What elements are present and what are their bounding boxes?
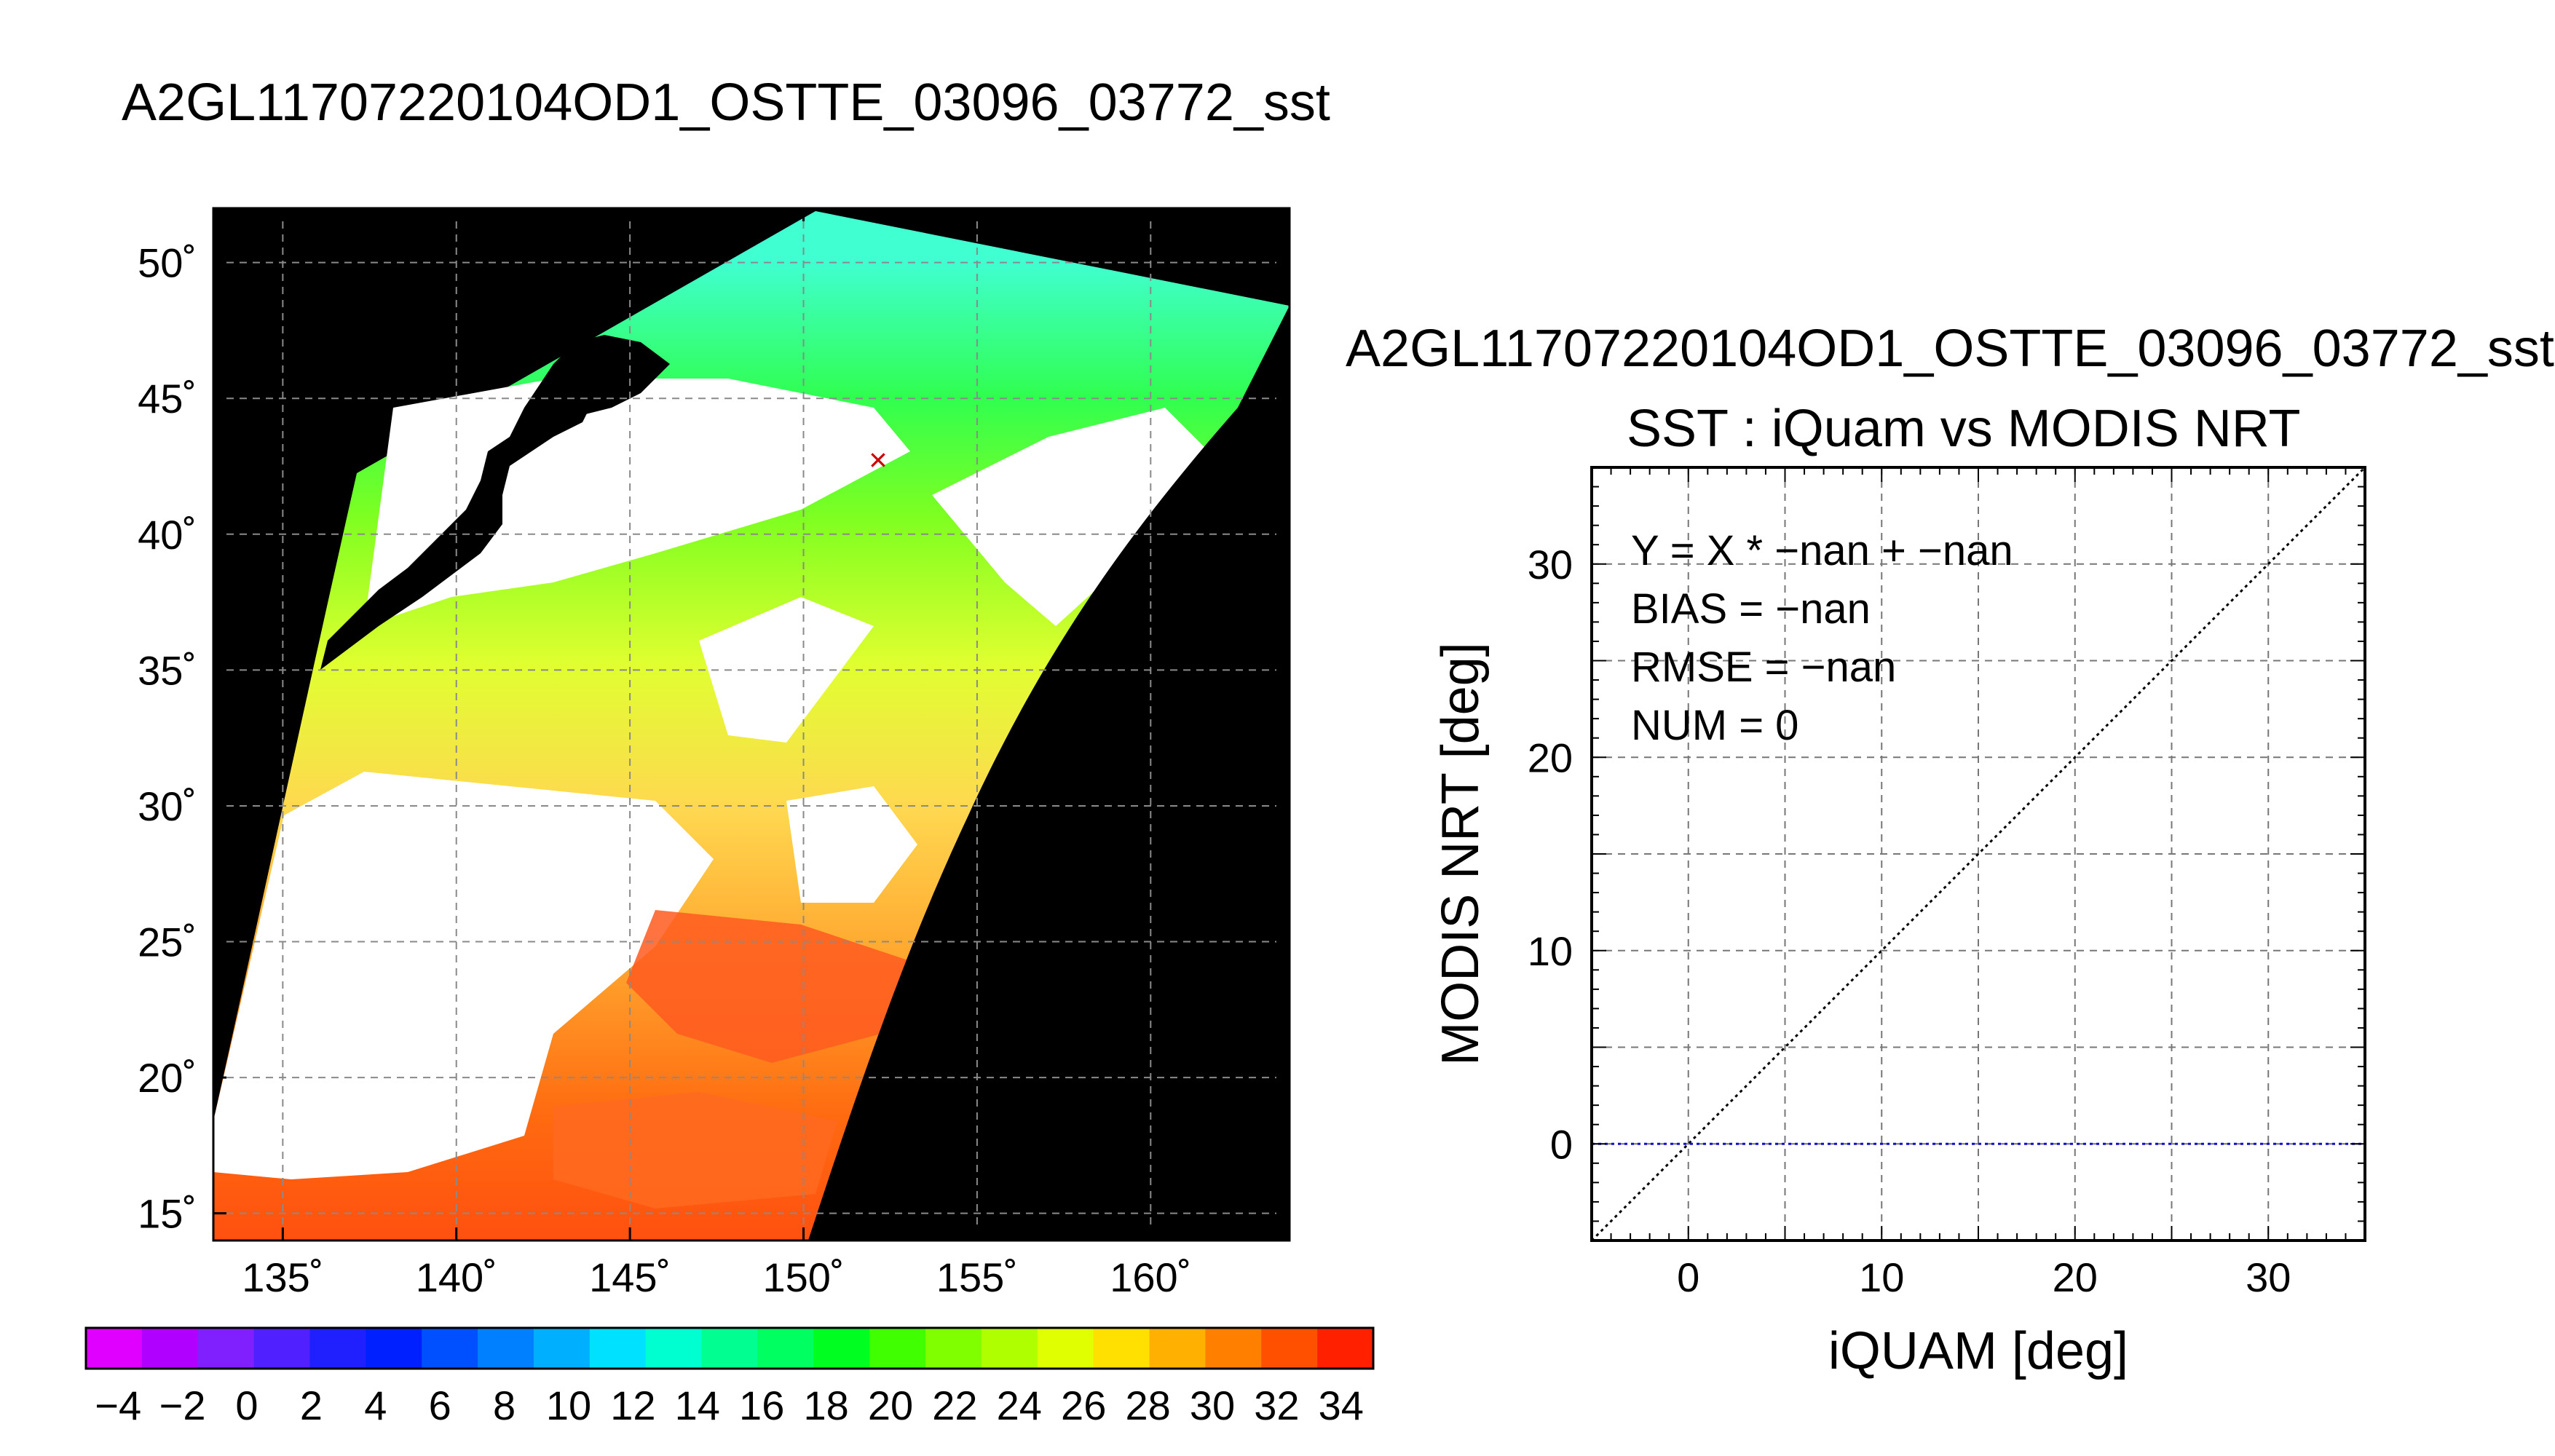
warm-band-far-south xyxy=(553,1092,837,1208)
scatter-y-axis-label: MODIS NRT [deg] xyxy=(1431,642,1490,1066)
scatter-x-tick-label: 10 xyxy=(1859,1254,1904,1300)
scatter-plot-title: A2GL11707220104OD1_OSTTE_03096_03772_sst xyxy=(1346,320,2554,378)
swath-cloud-mask-south-east xyxy=(786,786,917,903)
map-y-tick-label: 40˚ xyxy=(138,512,197,558)
map-x-tick-label: 160˚ xyxy=(1110,1254,1191,1300)
colorbar-cell xyxy=(1149,1328,1206,1369)
scatter-stat-line: Y = X * −nan + −nan xyxy=(1631,527,2013,574)
swath-cloud-mask-central xyxy=(699,597,874,743)
scatter-stat-line: NUM = 0 xyxy=(1631,702,1798,749)
colorbar-label: 12 xyxy=(610,1382,655,1428)
map-x-tick-label: 155˚ xyxy=(936,1254,1018,1300)
map-y-tick-label: 20˚ xyxy=(138,1055,197,1101)
map-y-tick-label: 15˚ xyxy=(138,1191,197,1237)
colorbar-cell xyxy=(589,1328,647,1369)
colorbar-label: 2 xyxy=(300,1382,323,1428)
scatter-plot-subtitle: SST : iQuam vs MODIS NRT xyxy=(1627,400,2301,458)
colorbar-label: 4 xyxy=(364,1382,387,1428)
colorbar-cell xyxy=(253,1328,311,1369)
colorbar-cell xyxy=(366,1328,422,1369)
scatter-x-tick-label: 0 xyxy=(1677,1254,1699,1300)
colorbar-cell xyxy=(86,1328,143,1369)
colorbar-cell xyxy=(309,1328,366,1369)
scatter-reference-line-one-to-one xyxy=(1590,466,2366,1242)
scatter-stat-line: BIAS = −nan xyxy=(1631,585,1871,633)
swath-cloud-mask-north xyxy=(364,379,910,626)
scatter-y-tick-label: 20 xyxy=(1528,735,1573,780)
map-plot-area: × xyxy=(213,208,1290,1241)
map-y-tick-label: 30˚ xyxy=(138,783,197,829)
colorbar-cell xyxy=(533,1328,591,1369)
map-y-tick-label: 50˚ xyxy=(138,240,197,286)
colorbar-label: 28 xyxy=(1125,1382,1170,1428)
scatter-x-axis-label: iQUAM [deg] xyxy=(1828,1322,2128,1380)
map-x-tick-label: 150˚ xyxy=(762,1254,844,1300)
colorbar-label: 0 xyxy=(235,1382,258,1428)
map-x-tick-label: 145˚ xyxy=(589,1254,671,1300)
scatter-y-tick-label: 10 xyxy=(1528,928,1573,974)
colorbar-label: 26 xyxy=(1061,1382,1106,1428)
colorbar-label: 6 xyxy=(429,1382,451,1428)
map-x-axis: 135˚ 140˚ 145˚ 150˚ 155˚ 160˚ xyxy=(242,208,1191,1300)
page-title: A2GL11707220104OD1_OSTTE_03096_03772_sst xyxy=(122,74,1330,132)
colorbar-cell xyxy=(925,1328,982,1369)
colorbar-label: 30 xyxy=(1190,1382,1235,1428)
colorbar-cell xyxy=(701,1328,759,1369)
colorbar-labels: −4 −2 0 2 4 6 8 10 12 14 16 18 20 22 24 26 28 30 32 34 xyxy=(95,1382,1364,1428)
land-japan xyxy=(320,364,619,670)
colorbar-label: 14 xyxy=(675,1382,720,1428)
warm-band-south xyxy=(626,910,910,1063)
scatter-y-tick-label: 30 xyxy=(1528,542,1573,587)
colorbar-cell xyxy=(869,1328,926,1369)
colorbar-cell xyxy=(757,1328,814,1369)
colorbar-cell xyxy=(478,1328,534,1369)
map-y-tick-label: 25˚ xyxy=(138,919,197,965)
scatter-y-tick-label: 0 xyxy=(1550,1121,1573,1167)
colorbar-label: 8 xyxy=(493,1382,516,1428)
map-x-tick-label: 135˚ xyxy=(242,1254,323,1300)
colorbar-cell xyxy=(1261,1328,1318,1369)
map-marker: × xyxy=(869,443,888,478)
colorbar-cell xyxy=(645,1328,703,1369)
colorbar-cell xyxy=(1037,1328,1094,1369)
colorbar-label: 18 xyxy=(803,1382,848,1428)
colorbar-label: 22 xyxy=(932,1382,977,1428)
map-x-tick-label: 140˚ xyxy=(416,1254,497,1300)
scatter-x-tick-label: 20 xyxy=(2053,1254,2098,1300)
colorbar xyxy=(86,1328,1374,1369)
colorbar-cell xyxy=(1093,1328,1150,1369)
scatter-reference-lines xyxy=(1590,466,2366,1242)
colorbar-frame xyxy=(84,1326,1375,1370)
map-y-tick-label: 35˚ xyxy=(138,647,197,693)
scatter-stat-line: RMSE = −nan xyxy=(1631,644,1896,691)
colorbar-cell xyxy=(813,1328,870,1369)
scatter-stats: Y = X * −nan + −nan BIAS = −nan RMSE = −na… xyxy=(1631,527,2013,749)
colorbar-label: 24 xyxy=(997,1382,1042,1428)
swath-edge-east xyxy=(808,306,1290,1241)
scatter-x-tick-label: 30 xyxy=(2246,1254,2291,1300)
colorbar-label: 16 xyxy=(739,1382,784,1428)
map-frame xyxy=(212,207,1291,1242)
colorbar-label: 32 xyxy=(1254,1382,1299,1428)
colorbar-label: −2 xyxy=(159,1382,206,1428)
colorbar-label: −4 xyxy=(95,1382,141,1428)
colorbar-cell xyxy=(1317,1328,1374,1369)
colorbar-label: 10 xyxy=(546,1382,591,1428)
colorbar-label: 20 xyxy=(868,1382,913,1428)
map-y-tick-label: 45˚ xyxy=(138,376,197,422)
colorbar-cell xyxy=(1205,1328,1262,1369)
land-hokkaido xyxy=(524,335,670,422)
scatter-ticks: 0 10 20 30 0 10 20 30 xyxy=(1528,467,2365,1300)
colorbar-cell xyxy=(981,1328,1038,1369)
colorbar-cell xyxy=(141,1328,199,1369)
colorbar-label: 34 xyxy=(1319,1382,1364,1428)
map-grid xyxy=(213,208,1290,1241)
colorbar-cell xyxy=(422,1328,478,1369)
colorbar-cell xyxy=(197,1328,255,1369)
map-y-axis: 15˚ 20˚ 25˚ 30˚ 35˚ 40˚ 45˚ 50˚ xyxy=(138,240,1290,1237)
